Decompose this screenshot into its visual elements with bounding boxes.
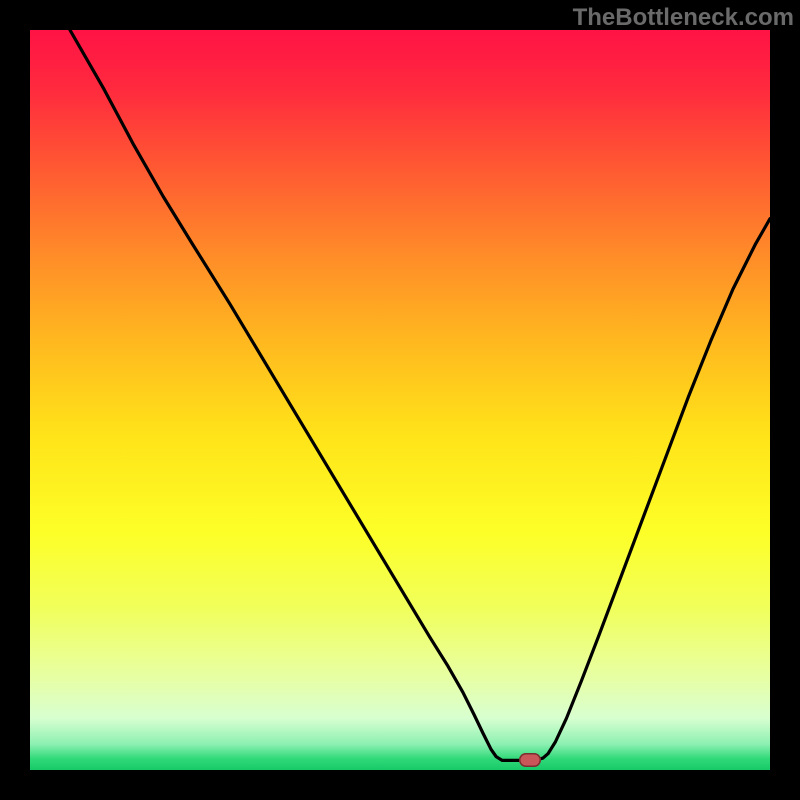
optimal-marker [519,753,541,767]
plot-area [30,30,770,770]
marker-layer [30,30,770,770]
watermark-text: TheBottleneck.com [573,4,794,32]
